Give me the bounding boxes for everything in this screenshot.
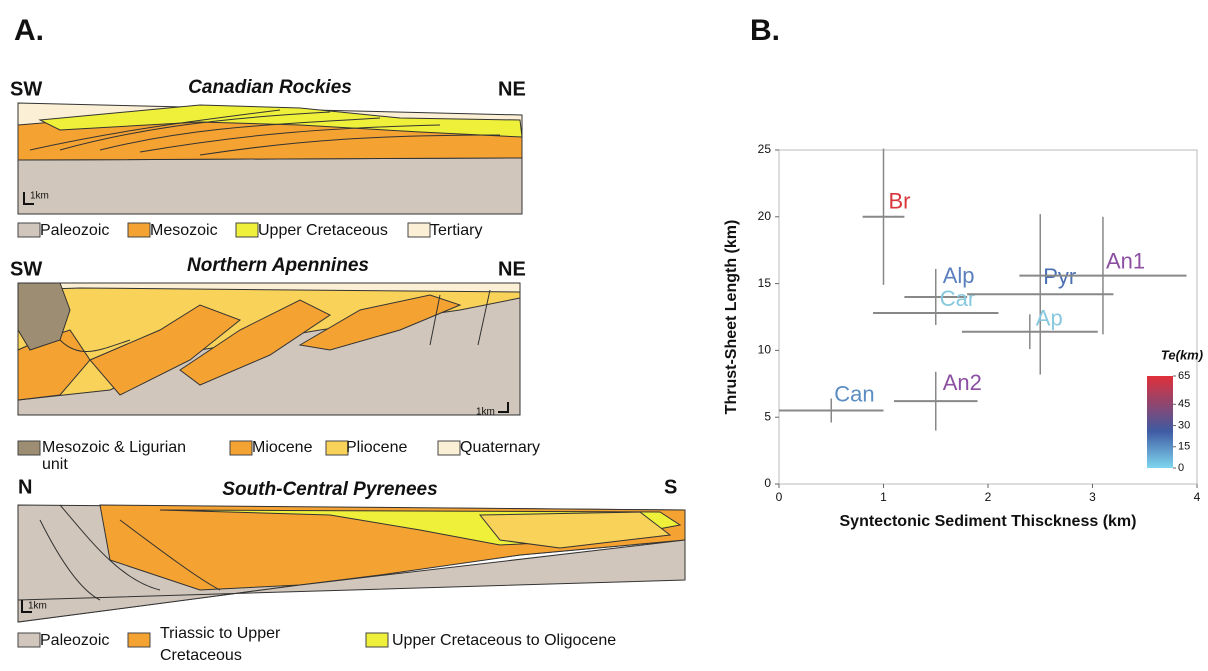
point-label: Br (889, 189, 911, 214)
y-tick-label: 0 (764, 476, 771, 490)
point-label: An2 (943, 370, 982, 395)
x-axis-label: Syntectonic Sediment Thisckness (km) (840, 513, 1137, 530)
legend-swatch (127, 632, 151, 648)
legend-label: Upper Cretaceous (258, 222, 388, 239)
colorbar-tick-label: 30 (1178, 419, 1190, 431)
colorbar-tick-label: 15 (1178, 441, 1190, 453)
scale-label: 1km (28, 601, 47, 612)
legend-swatch (365, 632, 389, 648)
legend-swatch (325, 440, 349, 456)
direction-label: S (664, 476, 677, 498)
scale-label: 1km (30, 191, 49, 202)
x-tick-label: 1 (880, 490, 887, 504)
direction-label: N (18, 476, 32, 498)
point-label: Ap (1036, 306, 1063, 331)
legend-label: Cretaceous (160, 647, 242, 664)
legend-swatch (407, 222, 431, 238)
legend-label: Triassic to Upper (160, 625, 281, 642)
scale-bar (21, 600, 32, 613)
legend-label: Pliocene (346, 439, 407, 456)
legend-label: unit (42, 456, 68, 473)
legend-label: Quaternary (460, 439, 540, 456)
y-tick-label: 10 (758, 343, 772, 357)
x-tick-label: 2 (985, 490, 992, 504)
scale-label: 1km (476, 407, 495, 418)
y-axis-label: Thrust-Sheet Length (km) (723, 220, 740, 415)
y-tick-label: 15 (758, 276, 772, 290)
y-tick-label: 25 (758, 142, 772, 156)
legend-swatch (229, 440, 253, 456)
colorbar (1147, 376, 1173, 468)
legend-swatch (17, 222, 41, 238)
legend-label: Paleozoic (40, 632, 109, 649)
point-label: Can (834, 381, 874, 406)
section-title: Canadian Rockies (188, 77, 352, 98)
legend-swatch (17, 632, 41, 648)
x-tick-label: 3 (1089, 490, 1096, 504)
panel-label: A. (14, 14, 44, 47)
direction-label: NE (498, 258, 526, 280)
x-tick-label: 4 (1194, 490, 1201, 504)
point-label: Car (940, 286, 975, 311)
x-tick-label: 0 (776, 490, 783, 504)
legend-swatch (235, 222, 259, 238)
direction-label: SW (10, 258, 42, 280)
legend-label: Mesozoic (150, 222, 218, 239)
plot-frame (778, 149, 1198, 485)
legend-label: Upper Cretaceous to Oligocene (392, 632, 616, 649)
panel-label: B. (750, 14, 780, 47)
colorbar-title: Te(km) (1161, 347, 1203, 362)
y-tick-label: 20 (758, 209, 772, 223)
point-label: Alp (943, 263, 975, 288)
scale-bar (498, 402, 509, 413)
cross-section (17, 102, 523, 215)
colorbar-tick-label: 0 (1178, 462, 1184, 474)
y-tick-label: 5 (764, 409, 771, 423)
legend-swatch (17, 440, 41, 456)
cross-section (17, 282, 521, 416)
legend-label: Miocene (252, 439, 313, 456)
point-label: An1 (1106, 248, 1145, 273)
legend-label: Paleozoic (40, 222, 109, 239)
colorbar-tick-label: 45 (1178, 398, 1190, 410)
direction-label: SW (10, 78, 42, 100)
legend-swatch (437, 440, 461, 456)
legend-label: Tertiary (430, 222, 482, 239)
scale-bar (23, 192, 34, 205)
section-title: South-Central Pyrenees (222, 479, 437, 500)
direction-label: NE (498, 78, 526, 100)
cross-section (17, 504, 686, 623)
section-title: Northern Apennines (187, 255, 369, 276)
legend-label: Mesozoic & Ligurian (42, 439, 186, 456)
legend-swatch (127, 222, 151, 238)
point-label: Pyr (1043, 264, 1076, 289)
colorbar-tick-label: 65 (1178, 370, 1190, 382)
